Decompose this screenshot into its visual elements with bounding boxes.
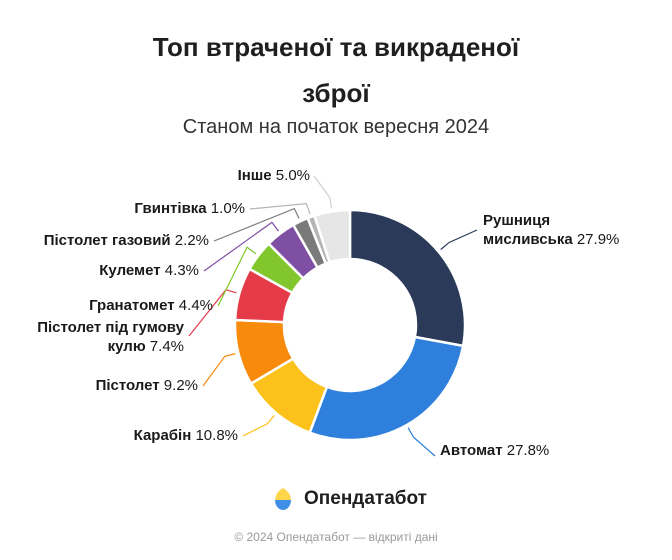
leader-line-5 (217, 246, 257, 307)
chart-title-line-1: Топ втраченої та викраденої (152, 32, 520, 62)
brand-logo-icon (275, 488, 291, 510)
brand: Опендатабот (270, 484, 427, 514)
slice-label-5: Гранатомет 4.4% (89, 297, 213, 314)
brand-name: Опендатабот (304, 488, 427, 509)
chart-leader-lines (188, 175, 478, 457)
leader-line-8 (249, 202, 311, 215)
leader-line-0 (440, 229, 478, 250)
leader-line-3 (202, 353, 236, 387)
leader-line-1 (407, 427, 436, 457)
chart-subtitle: Станом на початок вересня 2024 (182, 116, 490, 138)
donut-slice-9 (312, 208, 352, 264)
slice-label-7: Пістолет газовий 2.2% (44, 232, 209, 249)
leader-line-7 (213, 207, 300, 242)
slice-label-3: Пістолет 9.2% (96, 377, 198, 394)
slice-label-9: Інше 5.0% (238, 167, 310, 184)
slice-label-2: Карабін 10.8% (134, 427, 238, 444)
chart-title: Топ втраченої та викраденої зброї (0, 24, 672, 116)
slice-label-8: Гвинтівка 1.0% (134, 200, 245, 217)
slice-label-0: Рушниця мисливська 27.9% (483, 212, 619, 248)
chart-slices (233, 208, 467, 442)
donut-slice-1 (308, 335, 465, 442)
chart-title-line-2: зброї (302, 78, 370, 108)
leader-line-2 (242, 415, 275, 437)
slice-label-1: Автомат 27.8% (440, 442, 549, 459)
chart-labels: Рушниця мисливська 27.9% Автомат 27.8% Кара… (37, 167, 619, 459)
donut-slice-0 (348, 208, 467, 348)
copyright-footer: © 2024 Опендатабот — відкриті дані (234, 530, 438, 544)
leader-line-9 (313, 175, 333, 209)
slice-label-6: Кулемет 4.3% (99, 262, 199, 279)
slice-label-4: Пістолет під гумову кулю 7.4% (37, 319, 184, 355)
leader-line-6 (203, 221, 280, 272)
